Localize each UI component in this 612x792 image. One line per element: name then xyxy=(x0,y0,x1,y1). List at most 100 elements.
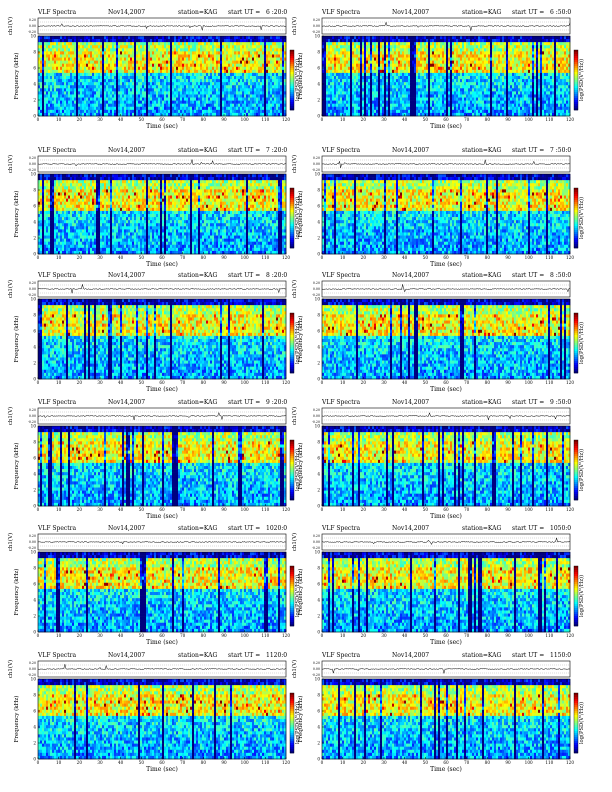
colorbar-swatch xyxy=(574,442,578,445)
ch1-axis-label: ch1(V) xyxy=(7,407,14,425)
colorbar-swatch xyxy=(574,458,578,461)
x-tick-label: 120 xyxy=(282,507,290,512)
colorbar-swatch xyxy=(290,484,294,487)
ch1-trace xyxy=(321,21,571,31)
ch1-axis-label: ch1(V) xyxy=(7,155,14,173)
colorbar-swatch xyxy=(290,606,294,609)
colorbar-swatch xyxy=(574,190,578,193)
colorbar-label: log(PSD(V²/Hz)) xyxy=(578,449,585,491)
x-tick-label: 0 xyxy=(37,255,40,260)
x-tick-label: 50 xyxy=(423,507,429,512)
colorbar-swatch xyxy=(290,580,294,583)
colorbar-swatch xyxy=(574,216,578,219)
y-tick-label: 6 xyxy=(317,329,320,334)
colorbar-swatch xyxy=(290,323,294,326)
ch1-trace xyxy=(37,23,287,31)
ch1-trace xyxy=(37,664,286,670)
ch1-trace xyxy=(321,159,571,168)
ch1-tick-label: 0.00 xyxy=(29,287,36,291)
y-tick-label: 0 xyxy=(317,252,320,257)
ch1-tick-label: 0.20 xyxy=(313,661,320,665)
colorbar-label: log(PSD(V²/Hz)) xyxy=(578,59,585,101)
colorbar-swatch xyxy=(574,476,578,479)
colorbar-swatch xyxy=(290,602,294,605)
colorbar-swatch xyxy=(290,709,294,712)
panel-title: VLF Spectra xyxy=(322,272,360,279)
x-tick-label: 70 xyxy=(180,380,186,385)
colorbar-swatch xyxy=(574,701,578,704)
spectrogram-svg: 0.20 0.00 -0.20 ch1(V) 0 2 4 6 8 10 Frequency (kHz… xyxy=(7,660,301,773)
colorbar-swatch xyxy=(290,222,294,225)
x-tick-label: 120 xyxy=(282,633,290,638)
colorbar-swatch xyxy=(574,462,578,465)
x-tick-label: 50 xyxy=(139,380,145,385)
colorbar-swatch xyxy=(574,319,578,322)
spectrogram-panel: VLF Spectra Nov14,2007 station=KAG start UT… xyxy=(6,525,302,651)
colorbar-swatch xyxy=(574,586,578,589)
ch1-axis-label: ch1(V) xyxy=(7,660,14,678)
panel-station: station=KAG xyxy=(462,652,501,659)
colorbar-swatch xyxy=(290,357,294,360)
colorbar-swatch xyxy=(290,450,294,453)
y-tick-label: 4 xyxy=(33,725,36,730)
x-tick-label: 10 xyxy=(340,117,346,122)
colorbar-swatch xyxy=(574,337,578,340)
spectrogram-svg: 0.20 0.00 -0.20 ch1(V) 0 2 4 6 8 10 Frequency (kHz… xyxy=(7,280,301,393)
colorbar-swatch xyxy=(574,721,578,724)
x-tick-label: 30 xyxy=(381,380,387,385)
x-tick-label: 110 xyxy=(261,760,269,765)
colorbar-swatch xyxy=(574,466,578,469)
colorbar-swatch xyxy=(290,610,294,613)
x-tick-label: 60 xyxy=(443,633,449,638)
ch1-tick-label: 0.20 xyxy=(313,156,320,160)
colorbar-swatch xyxy=(574,226,578,229)
ch1-tick-label: 0.00 xyxy=(313,24,320,28)
ch1-axis-label: ch1(V) xyxy=(291,660,298,678)
colorbar-swatch xyxy=(574,446,578,449)
colorbar-swatch xyxy=(574,204,578,207)
colorbar-swatch xyxy=(574,208,578,211)
colorbar-swatch xyxy=(290,78,294,81)
y-tick-label: 6 xyxy=(317,456,320,461)
panel-start-time: 6 :50:0 xyxy=(550,9,571,16)
x-tick-label: 40 xyxy=(118,760,124,765)
x-tick-label: 30 xyxy=(381,117,387,122)
ch1-axis-label: ch1(V) xyxy=(291,280,298,298)
ch1-tick-label: 0.20 xyxy=(29,408,36,412)
colorbar-swatch xyxy=(290,90,294,93)
colorbar-swatch xyxy=(290,454,294,457)
colorbar-swatch xyxy=(574,709,578,712)
ch1-trace xyxy=(321,668,571,675)
colorbar-swatch xyxy=(290,737,294,740)
ch1-tick-label: 0.20 xyxy=(29,281,36,285)
colorbar-swatch xyxy=(290,707,294,710)
colorbar-swatch xyxy=(290,468,294,471)
x-tick-label: 20 xyxy=(77,117,83,122)
x-tick-label: 30 xyxy=(97,255,103,260)
colorbar-swatch xyxy=(290,367,294,370)
colorbar-swatch xyxy=(574,232,578,235)
colorbar-swatch xyxy=(290,80,294,83)
panel-start-prefix: start UT = xyxy=(512,147,544,154)
colorbar-swatch xyxy=(574,452,578,455)
ch1-tick-label: 0.00 xyxy=(29,667,36,671)
x-tick-label: 0 xyxy=(37,117,40,122)
panel-date: Nov14,2007 xyxy=(108,652,145,659)
time-axis-label: Time (sec) xyxy=(430,513,462,520)
y-tick-label: 0 xyxy=(317,114,320,119)
x-tick-label: 30 xyxy=(381,255,387,260)
colorbar-swatch xyxy=(290,588,294,591)
x-tick-label: 0 xyxy=(321,117,324,122)
colorbar-swatch xyxy=(290,52,294,55)
panel-date: Nov14,2007 xyxy=(392,147,429,154)
heatmap-cells xyxy=(322,299,571,380)
x-tick-label: 80 xyxy=(485,633,491,638)
colorbar-swatch xyxy=(290,492,294,495)
y-tick-label: 10 xyxy=(315,424,321,429)
time-axis-label: Time (sec) xyxy=(430,639,462,646)
ch1-tick-label: 0.20 xyxy=(29,18,36,22)
y-tick-label: 4 xyxy=(317,472,320,477)
colorbar-swatch xyxy=(574,725,578,728)
colorbar-swatch xyxy=(290,739,294,742)
colorbar-swatch xyxy=(574,361,578,364)
